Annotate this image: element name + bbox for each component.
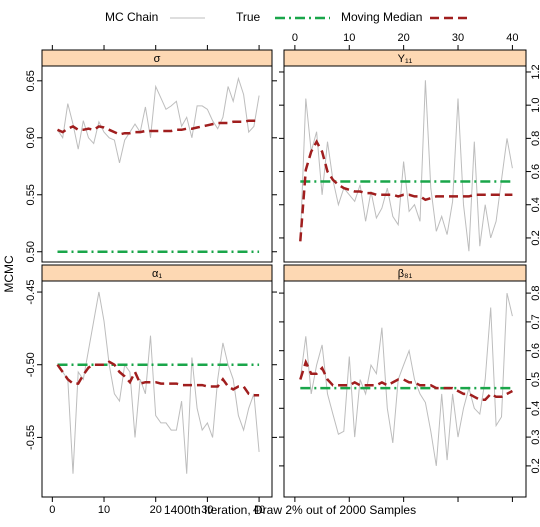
y-tick-label: 0.4 — [530, 197, 540, 212]
y-tick-label: 0.8 — [530, 131, 540, 146]
x-tick-label: 30 — [201, 504, 213, 516]
y-axis-label: MCMC — [2, 255, 16, 293]
x-tick-label: 40 — [253, 504, 265, 516]
y-tick-label: 0.65 — [25, 70, 37, 91]
moving-median-line — [299, 139, 513, 242]
y-tick-label: 0.6 — [530, 164, 540, 179]
x-tick-label: 10 — [98, 504, 110, 516]
y-tick-label: 0.50 — [25, 241, 37, 262]
mc-chain-line — [299, 292, 513, 466]
legend-label: Moving Median — [341, 10, 422, 24]
y-tick-label: 0.5 — [530, 372, 540, 387]
x-tick-label: 30 — [452, 32, 464, 44]
y-tick-label: 1.2 — [530, 64, 540, 79]
panel-frame — [283, 280, 527, 498]
mc-chain-line — [57, 76, 260, 164]
x-tick-label: 40 — [506, 32, 518, 44]
mc-chain-line — [57, 291, 260, 474]
y-tick-label: 0.60 — [25, 127, 37, 148]
y-tick-label: 0.6 — [530, 343, 540, 358]
y-tick-label: 1.0 — [530, 98, 540, 113]
legend-label: True — [236, 10, 261, 24]
y-tick-label: 0.4 — [530, 401, 540, 416]
panel-title: β₈₁ — [398, 268, 413, 280]
panel-title: σ — [154, 53, 161, 65]
y-tick-label: 0.8 — [530, 285, 540, 300]
panel-title: Y₁₁ — [398, 53, 413, 65]
y-tick-label: -0.55 — [25, 425, 37, 450]
x-tick-label: 0 — [49, 504, 55, 516]
y-tick-label: -0.45 — [25, 280, 37, 305]
moving-median-line — [299, 358, 513, 401]
x-tick-label: 20 — [150, 504, 162, 516]
x-tick-label: 0 — [292, 32, 298, 44]
moving-median-line — [56, 360, 260, 397]
x-tick-label: 20 — [398, 32, 410, 44]
moving-median-line — [56, 119, 260, 136]
legend-label: MC Chain — [105, 10, 158, 24]
y-tick-label: 0.2 — [530, 230, 540, 245]
x-axis-label: 1400th Iteration, Draw 2% out of 2000 Sa… — [164, 503, 416, 517]
y-tick-label: 0.2 — [530, 458, 540, 473]
panel-frame — [41, 280, 273, 498]
panel-frame — [283, 65, 527, 263]
mc-chain-line — [299, 80, 513, 252]
y-tick-label: 0.7 — [530, 314, 540, 329]
y-tick-label: 0.55 — [25, 184, 37, 205]
y-tick-label: 0.3 — [530, 429, 540, 444]
panel-frame — [41, 65, 273, 263]
x-tick-label: 10 — [343, 32, 355, 44]
y-tick-label: -0.50 — [25, 352, 37, 377]
panel-title: α₁ — [152, 268, 162, 280]
